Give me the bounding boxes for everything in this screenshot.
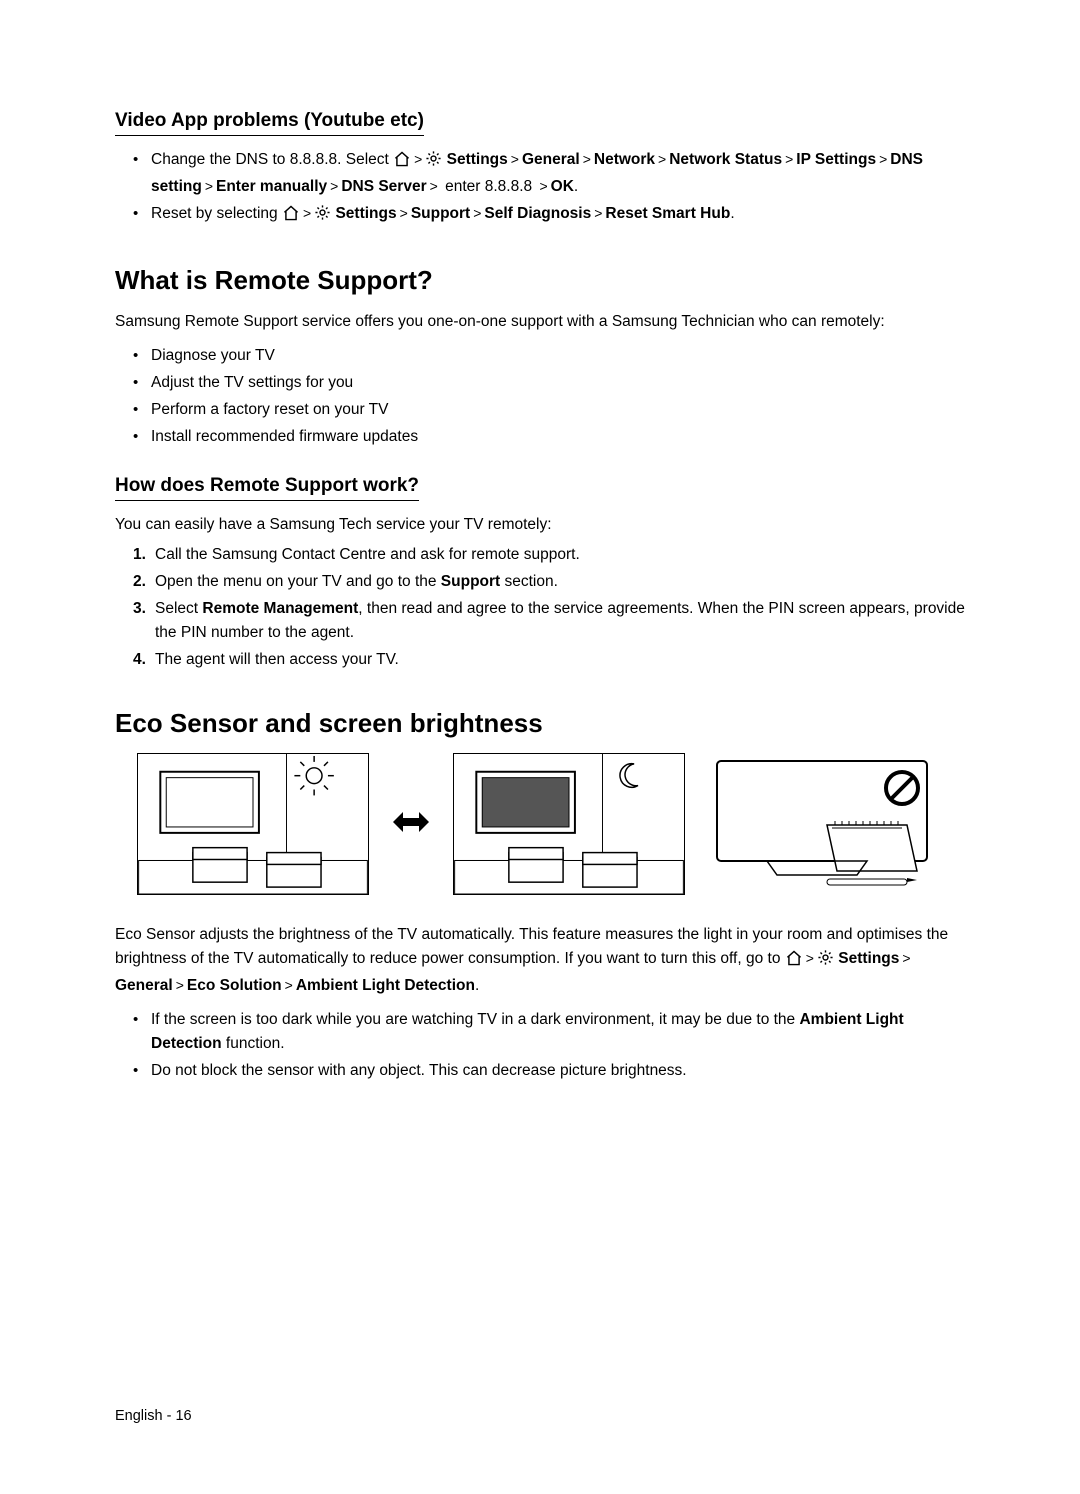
path-settings: Settings xyxy=(335,205,396,222)
video-app-bullets: Change the DNS to 8.8.8.8. Select > Sett… xyxy=(115,148,970,229)
remote-support-heading: What is Remote Support? xyxy=(115,265,970,296)
home-icon xyxy=(282,205,300,229)
section-remote-support: What is Remote Support? Samsung Remote S… xyxy=(115,265,970,449)
path-general: General xyxy=(115,977,173,994)
sep: > xyxy=(303,203,311,225)
sep: > xyxy=(806,948,814,970)
sep: > xyxy=(594,203,602,225)
sep: > xyxy=(400,203,408,225)
path-settings: Settings xyxy=(838,950,899,967)
how-remote-intro: You can easily have a Samsung Tech servi… xyxy=(115,513,970,537)
period: . xyxy=(730,205,734,222)
path-dnsserver: DNS Server xyxy=(341,178,426,195)
period: . xyxy=(475,977,479,994)
home-icon xyxy=(785,950,803,974)
path-ipsettings: IP Settings xyxy=(796,151,876,168)
bullet: Do not block the sensor with any object.… xyxy=(133,1059,970,1083)
sep: > xyxy=(583,149,591,171)
double-arrow-icon xyxy=(391,808,431,841)
period: . xyxy=(574,178,578,195)
eco-heading: Eco Sensor and screen brightness xyxy=(115,708,970,739)
sep: > xyxy=(430,176,438,198)
bullet-dns: Change the DNS to 8.8.8.8. Select > Sett… xyxy=(133,148,970,199)
bullet: Diagnose your TV xyxy=(133,344,970,368)
eco-bullets: If the screen is too dark while you are … xyxy=(115,1008,970,1083)
step-2: Open the menu on your TV and go to the S… xyxy=(133,570,970,594)
text: function. xyxy=(222,1035,285,1052)
text: If the screen is too dark while you are … xyxy=(151,1011,799,1028)
sep: > xyxy=(511,149,519,171)
text: Open the menu on your TV and go to the xyxy=(155,573,441,590)
sep: > xyxy=(330,176,338,198)
path-selfdiag: Self Diagnosis xyxy=(484,205,591,222)
how-remote-steps: Call the Samsung Contact Centre and ask … xyxy=(115,543,970,672)
path-support: Support xyxy=(411,205,470,222)
eco-image-row xyxy=(137,753,970,895)
text: Reset by selecting xyxy=(151,205,282,222)
sep: > xyxy=(658,149,666,171)
remote-support-intro: Samsung Remote Support service offers yo… xyxy=(115,310,970,334)
gear-icon xyxy=(425,150,442,175)
step-1: Call the Samsung Contact Centre and ask … xyxy=(133,543,970,567)
sep: > xyxy=(285,975,293,997)
sep: > xyxy=(902,948,910,970)
bullet: If the screen is too dark while you are … xyxy=(133,1008,970,1056)
path-enterman: Enter manually xyxy=(216,178,327,195)
bullet: Adjust the TV settings for you xyxy=(133,371,970,395)
text: Change the DNS to 8.8.8.8. Select xyxy=(151,151,393,168)
step-3: Select Remote Management, then read and … xyxy=(133,597,970,645)
path-settings: Settings xyxy=(447,151,508,168)
sep: > xyxy=(414,149,422,171)
text: enter 8.8.8.8 xyxy=(441,178,537,195)
path-network: Network xyxy=(594,151,655,168)
path-reset: Reset Smart Hub xyxy=(605,205,730,222)
sep: > xyxy=(176,975,184,997)
bold: Support xyxy=(441,573,500,590)
section-video-app: Video App problems (Youtube etc) Change … xyxy=(115,110,970,229)
gear-icon xyxy=(817,949,834,974)
remote-support-bullets: Diagnose your TV Adjust the TV settings … xyxy=(115,344,970,449)
path-netstatus: Network Status xyxy=(669,151,782,168)
home-icon xyxy=(393,151,411,175)
path-ok: OK xyxy=(551,178,574,195)
gear-icon xyxy=(314,204,331,229)
bullet: Install recommended firmware updates xyxy=(133,425,970,449)
sep: > xyxy=(879,149,887,171)
eco-image-block xyxy=(707,753,939,895)
section-how-remote: How does Remote Support work? You can ea… xyxy=(115,475,970,672)
sep: > xyxy=(473,203,481,225)
sep: > xyxy=(205,176,213,198)
bold: Remote Management xyxy=(202,600,358,617)
bullet: Perform a factory reset on your TV xyxy=(133,398,970,422)
page-footer: English - 16 xyxy=(115,1408,192,1424)
text: Select xyxy=(155,600,202,617)
path-eco: Eco Solution xyxy=(187,977,282,994)
eco-image-bright xyxy=(137,753,369,895)
sep: > xyxy=(539,176,547,198)
section-eco-sensor: Eco Sensor and screen brightness xyxy=(115,708,970,1083)
how-remote-heading: How does Remote Support work? xyxy=(115,475,419,501)
path-general: General xyxy=(522,151,580,168)
path-ambient: Ambient Light Detection xyxy=(296,977,475,994)
bullet-reset: Reset by selecting > Settings>Support>Se… xyxy=(133,202,970,229)
eco-image-dark xyxy=(453,753,685,895)
eco-para: Eco Sensor adjusts the brightness of the… xyxy=(115,923,970,998)
step-4: The agent will then access your TV. xyxy=(133,648,970,672)
sep: > xyxy=(785,149,793,171)
video-app-heading: Video App problems (Youtube etc) xyxy=(115,110,424,136)
text: section. xyxy=(500,573,558,590)
